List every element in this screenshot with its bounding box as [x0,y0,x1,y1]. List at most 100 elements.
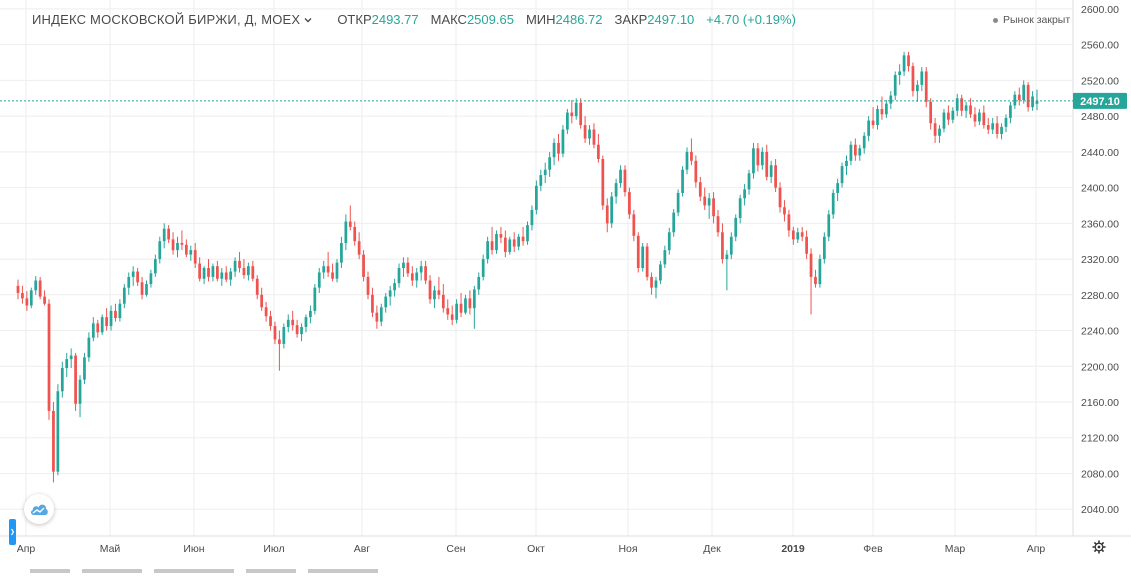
candle-body [628,192,631,215]
candle-body [579,102,583,126]
candle-body [512,239,516,247]
candle-body [902,55,906,72]
candle-body [114,310,117,319]
candle-body [619,169,622,184]
candle-body [295,325,299,335]
candle-body [694,160,698,183]
y-tick-label: 2240.00 [1081,326,1119,338]
candle-body [220,272,224,279]
candle-body [397,268,401,284]
candle-body [74,355,77,404]
candle-body [96,323,100,333]
candle-body [127,276,131,288]
x-tick-label: Авг [354,543,371,555]
x-tick-label: Сен [446,543,465,555]
time-axis[interactable]: Апр Май Июн Июл Авг Сен Окт Ноя Дек 2019 Фев Мар Апр [17,543,1046,555]
last-price-tag-bg [1073,92,1127,109]
gear-icon[interactable] [1092,540,1106,554]
candle-body [543,169,547,176]
candle-body [100,317,104,333]
candle-body [428,280,432,300]
candle-body [964,105,968,111]
candle-body [787,214,791,231]
candle-body [752,148,755,174]
price-axis[interactable]: 2600.00 2560.00 2520.00 2480.00 2440.00 2400.… [1081,4,1119,516]
candle-body [526,225,529,242]
candle-body [247,266,250,276]
candle-body [601,159,605,206]
candle-body [716,216,720,233]
candle-body [224,272,228,280]
candle-body [149,273,153,285]
candle-body [814,276,817,285]
chevron-down-icon[interactable] [303,15,313,25]
candle-body [344,221,348,243]
x-tick-label: 2019 [781,543,805,555]
candle-body [756,148,760,166]
candle-body [712,198,715,217]
candle-body [960,98,964,111]
panel-toggle-handle[interactable] [9,519,16,545]
candle-body [193,250,197,264]
candle-body [884,103,888,115]
candle-body [375,312,379,322]
change-value: +4.70 (+0.19%) [706,12,796,27]
candle-body [659,264,662,281]
candle-body [1004,117,1008,127]
candle-body [131,271,135,277]
candle-body [605,205,609,224]
candle-body [557,142,560,154]
candle-body [47,303,51,411]
candle-body [362,254,365,277]
candle-body [982,112,986,126]
candle-body [25,298,29,306]
candle-body [180,242,184,245]
candle-body [938,128,941,136]
candle-body [924,71,928,102]
candle-body [331,272,334,279]
candle-body [916,84,919,92]
grid-lines [0,0,1073,536]
candle-body [202,268,206,279]
candle-body [21,293,24,299]
candle-body [441,294,445,309]
candle-body [16,285,20,294]
candle-body [942,112,946,129]
candle-body [300,326,303,335]
open-label: ОТКР [337,12,372,27]
candle-body [685,151,689,170]
candle-body [273,326,277,340]
candle-body [1035,100,1039,104]
candle-body [530,209,534,226]
candle-body [1013,94,1017,106]
cloud-logo-icon[interactable] [24,494,54,524]
candle-body [450,314,454,320]
candle-body [242,268,246,276]
candle-body [419,266,423,273]
candle-body [951,110,955,120]
candle-body [920,71,924,85]
candle-body [681,169,684,193]
x-tick-label: Ноя [618,543,637,555]
candle-body [233,260,237,272]
candles [16,51,1039,483]
candle-body [774,165,777,188]
symbol-title[interactable]: ИНДЕКС МОСКОВСКОЙ БИРЖИ, Д, MOEX [32,12,301,27]
candle-body [534,185,538,210]
candle-body [588,129,591,139]
y-tick-label: 2400.00 [1081,183,1119,195]
market-status: Рынок закрыт [993,14,1070,26]
candle-body [384,296,388,308]
candle-body [893,75,897,96]
candle-body [632,214,636,236]
x-tick-label: Апр [17,543,36,555]
candle-body [822,236,826,260]
candle-body [118,303,122,319]
candle-body [548,157,552,170]
candle-body [508,239,512,252]
candle-body [357,241,361,255]
y-tick-label: 2360.00 [1081,218,1119,230]
candle-body [91,323,95,338]
